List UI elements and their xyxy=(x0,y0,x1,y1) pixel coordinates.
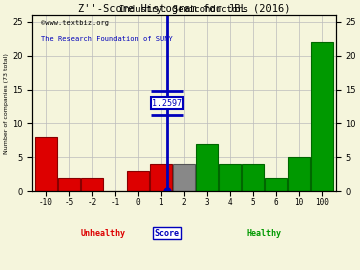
Title: Z''-Score Histogram for JBL (2016): Z''-Score Histogram for JBL (2016) xyxy=(78,4,290,14)
Y-axis label: Number of companies (73 total): Number of companies (73 total) xyxy=(4,53,9,154)
Bar xyxy=(127,171,149,191)
Text: 1.2597: 1.2597 xyxy=(152,99,182,108)
Text: Score: Score xyxy=(154,228,179,238)
Bar xyxy=(173,164,195,191)
Bar xyxy=(265,178,287,191)
Bar xyxy=(81,178,103,191)
Bar xyxy=(58,178,80,191)
Bar xyxy=(242,164,264,191)
Bar xyxy=(288,157,310,191)
Bar xyxy=(150,164,172,191)
Bar xyxy=(219,164,241,191)
Text: The Research Foundation of SUNY: The Research Foundation of SUNY xyxy=(41,36,173,42)
Text: Industry: Semiconductors: Industry: Semiconductors xyxy=(120,5,248,14)
Bar xyxy=(35,137,57,191)
Text: Healthy: Healthy xyxy=(247,228,282,238)
Bar xyxy=(311,42,333,191)
Text: ©www.textbiz.org: ©www.textbiz.org xyxy=(41,20,109,26)
Bar xyxy=(196,144,218,191)
Text: Unhealthy: Unhealthy xyxy=(81,228,126,238)
